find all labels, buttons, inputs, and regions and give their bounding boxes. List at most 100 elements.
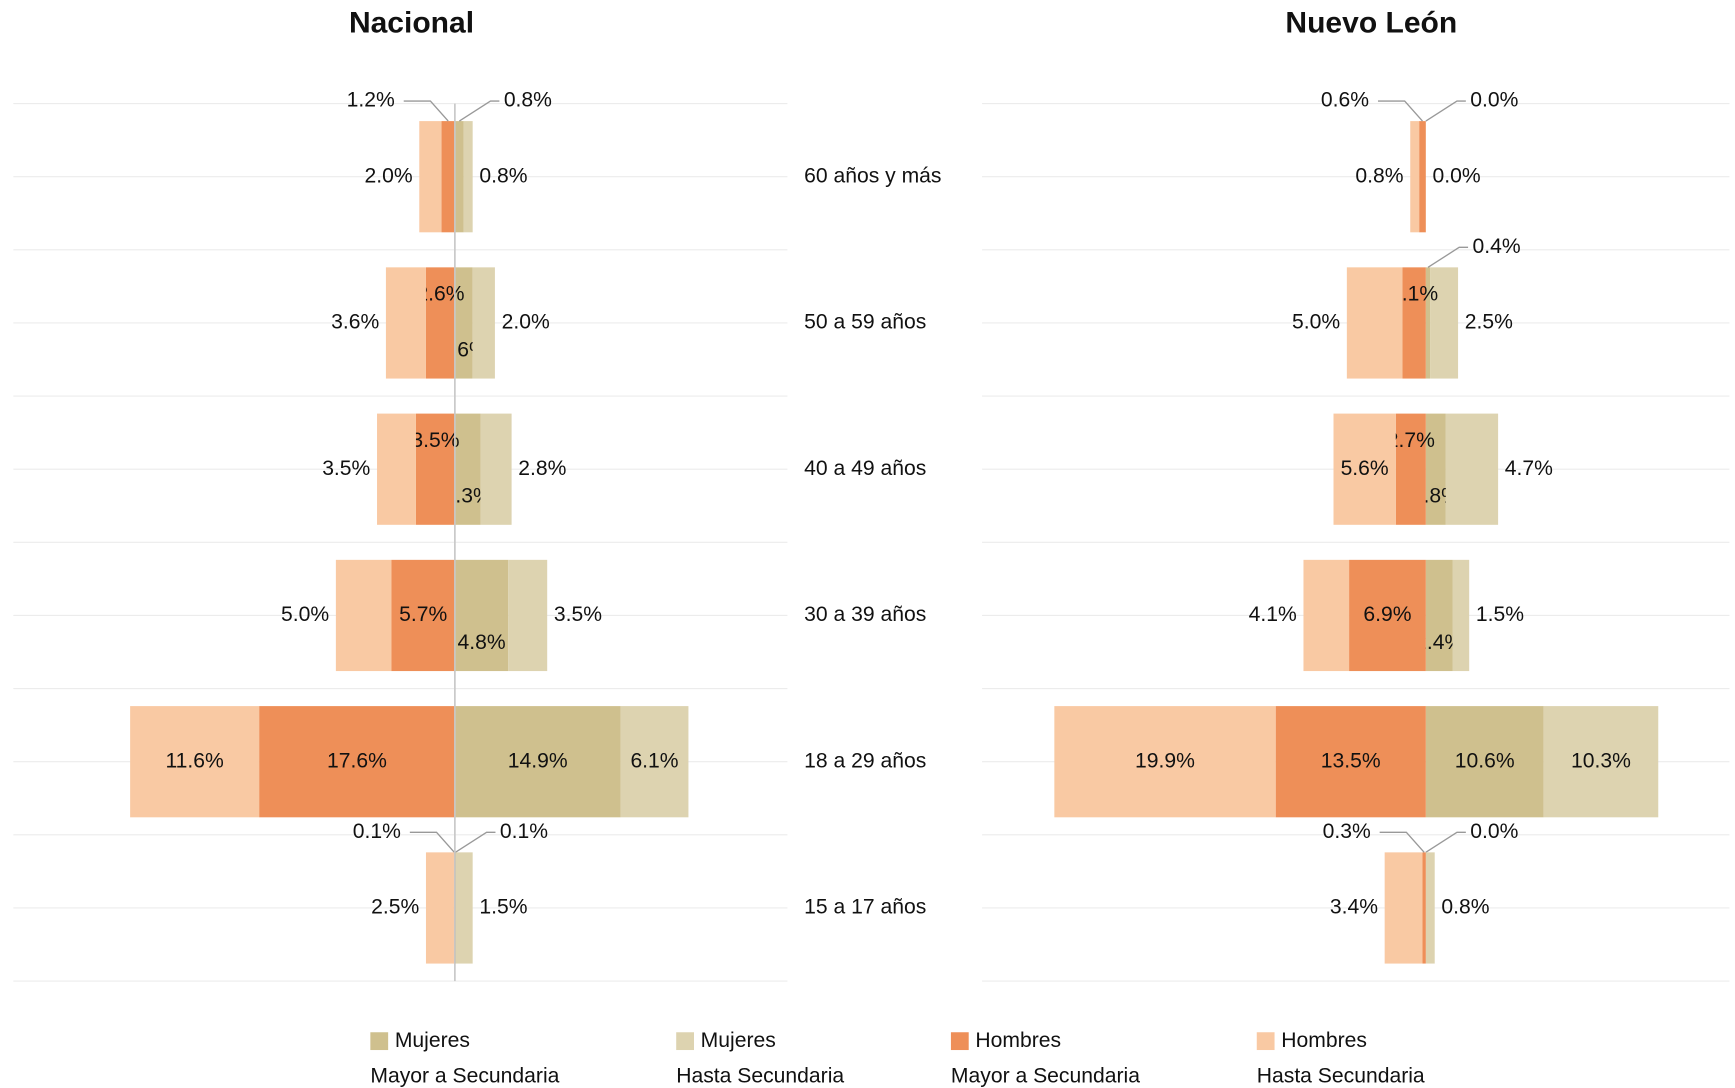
bar [130, 706, 260, 818]
bar [377, 413, 416, 525]
bar [1395, 413, 1426, 525]
data-label: 0.3% [1323, 820, 1371, 843]
bar [620, 706, 689, 818]
data-label: 0.8% [1355, 164, 1403, 187]
data-label: 1.2% [347, 89, 395, 112]
category-label: 40 a 49 años [804, 457, 926, 480]
legend-swatch [950, 1032, 969, 1051]
category-label: 15 a 17 años [804, 896, 926, 919]
legend-label: Hombres Mayor a Secundaria [951, 1029, 1140, 1088]
leader-line [1425, 100, 1466, 122]
bar [480, 413, 512, 525]
bar [1333, 413, 1396, 525]
bar [472, 267, 495, 379]
leader-line [458, 100, 500, 122]
leader-line [403, 100, 449, 122]
bar [1410, 121, 1420, 233]
data-label: 5.7% [399, 603, 447, 626]
data-label: 2.5% [371, 896, 419, 919]
data-label: 2.4% [1415, 631, 1463, 654]
bar [259, 706, 455, 818]
data-label: 0.1% [500, 820, 548, 843]
category-label: 60 años y más [804, 164, 941, 187]
bar [463, 121, 473, 233]
data-label: 3.5% [411, 429, 459, 452]
bar [1303, 559, 1350, 672]
data-label: 2.0% [502, 311, 550, 334]
data-label: 1.5% [1476, 603, 1524, 626]
data-label: 5.0% [281, 603, 329, 626]
bar [1425, 267, 1431, 379]
leader-line [1427, 246, 1469, 268]
bar [391, 559, 455, 672]
data-label: 0.0% [1432, 164, 1480, 187]
legend-swatch [1256, 1032, 1275, 1051]
bar [508, 559, 548, 672]
data-label: 11.6% [165, 749, 224, 772]
legend-label: Mujeres Hasta Secundaria [676, 1029, 844, 1088]
leader-line [1425, 831, 1466, 853]
data-label: 10.6% [1455, 749, 1515, 772]
leader-line [409, 831, 455, 853]
data-label: 0.8% [504, 89, 552, 112]
bar [454, 559, 509, 672]
bar [1430, 267, 1459, 379]
category-label: 18 a 29 años [804, 749, 926, 772]
data-label: 0.0% [1470, 820, 1518, 843]
data-label: 10.3% [1571, 749, 1631, 772]
bar [1275, 706, 1426, 818]
bar [1425, 852, 1435, 964]
bar [419, 121, 442, 233]
data-label: 6.1% [630, 749, 678, 772]
data-label: 5.0% [1292, 311, 1340, 334]
data-label: 2.5% [1465, 311, 1513, 334]
bar [335, 559, 392, 672]
bar [1346, 267, 1403, 379]
data-label: 3.5% [322, 457, 370, 480]
data-label: 2.0% [364, 164, 412, 187]
data-label: 3.5% [554, 603, 602, 626]
bar [1445, 413, 1499, 525]
data-label: 2.8% [518, 457, 566, 480]
bar [415, 413, 455, 525]
legend-swatch [676, 1032, 694, 1051]
data-label: 6.9% [1363, 603, 1411, 626]
data-label: 0.0% [1470, 89, 1518, 112]
data-label: 5.6% [1341, 457, 1389, 480]
data-label: 14.9% [508, 749, 568, 772]
data-label: 3.4% [1330, 896, 1378, 919]
bar [1425, 706, 1544, 818]
bar [1543, 706, 1659, 818]
bar [1422, 852, 1426, 964]
leader-line [1379, 831, 1425, 853]
data-label: 0.6% [1321, 89, 1369, 112]
bar [425, 267, 455, 379]
data-label: 3.6% [331, 311, 379, 334]
bar [1452, 559, 1470, 672]
chart-title: Nacional [349, 7, 474, 40]
bar [1419, 121, 1426, 233]
data-label: 13.5% [1321, 749, 1381, 772]
leader-line [455, 831, 496, 853]
data-label: 4.1% [1249, 603, 1297, 626]
data-label: 1.5% [479, 896, 527, 919]
data-label: 0.8% [479, 164, 527, 187]
data-label: 19.9% [1135, 749, 1195, 772]
data-label: 2.6% [416, 283, 464, 306]
legend-label: Mujeres Mayor a Secundaria [370, 1029, 559, 1088]
bar [1425, 559, 1453, 672]
category-label: 30 a 39 años [804, 603, 926, 626]
data-label: 4.8% [457, 631, 505, 654]
bar [455, 852, 473, 964]
bar [385, 267, 426, 379]
chart-title: Nuevo León [1285, 7, 1457, 40]
bar [454, 706, 621, 818]
category-label: 50 a 59 años [804, 311, 926, 334]
bar [1402, 267, 1426, 379]
bar [1349, 559, 1426, 672]
legend-label: Hombres Hasta Secundaria [1257, 1029, 1425, 1088]
data-label: 0.1% [353, 820, 401, 843]
bar [454, 413, 481, 525]
